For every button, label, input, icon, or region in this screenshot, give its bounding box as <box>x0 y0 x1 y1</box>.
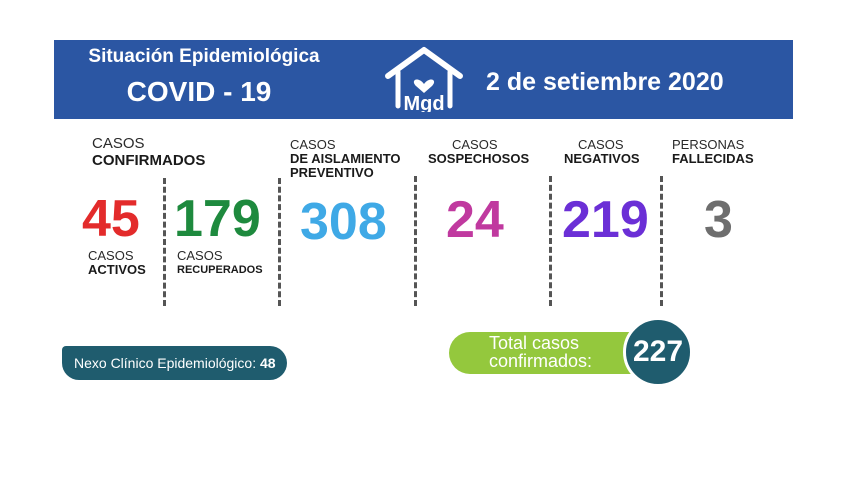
negativos-label: CASOS NEGATIVOS <box>564 137 640 166</box>
header-banner: Situación Epidemiológica COVID - 19 Mgd … <box>54 40 793 119</box>
total-label: Total casos confirmados: <box>489 333 593 371</box>
negativos-value: 219 <box>562 191 649 249</box>
logo-text: Mgd <box>403 93 444 112</box>
header-title: Situación Epidemiológica <box>88 46 320 67</box>
mgd-logo-icon: Mgd <box>385 47 463 112</box>
divider <box>163 178 166 306</box>
recuperados-label: CASOS RECUPERADOS <box>177 248 263 277</box>
aislamiento-label: CASOS DE AISLAMIENTO PREVENTIVO <box>290 137 401 180</box>
fallecidas-label: PERSONAS FALLECIDAS <box>672 137 754 166</box>
nexo-value: 48 <box>259 355 276 371</box>
aislamiento-value: 308 <box>300 193 387 251</box>
sospechosos-value: 24 <box>446 191 504 249</box>
header-subtitle: COVID - 19 <box>126 76 272 107</box>
sospechosos-label: CASOS SOSPECHOSOS <box>428 137 530 166</box>
activos-label: CASOS ACTIVOS <box>88 248 146 277</box>
divider <box>660 176 663 306</box>
divider <box>414 176 417 306</box>
divider <box>278 178 281 306</box>
activos-value: 45 <box>82 190 140 248</box>
total-value: 227 <box>623 317 693 387</box>
nexo-badge: Nexo Clínico Epidemiológico: 48 <box>62 346 287 380</box>
nexo-label: Nexo Clínico Epidemiológico: <box>74 355 257 371</box>
divider <box>549 176 552 306</box>
recuperados-value: 179 <box>174 190 261 248</box>
total-pill <box>449 332 649 374</box>
report-date: 2 de setiembre 2020 <box>486 68 724 96</box>
confirmed-label: CASOS CONFIRMADOS <box>92 135 206 169</box>
fallecidas-value: 3 <box>704 191 733 249</box>
